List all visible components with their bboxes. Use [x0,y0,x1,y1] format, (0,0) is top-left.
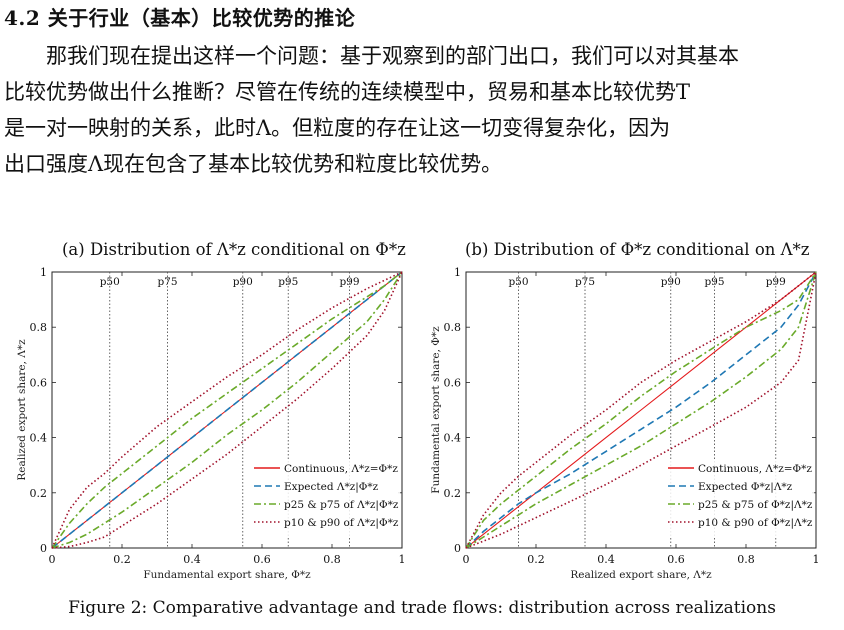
y-tick-label: 0.8 [30,321,48,334]
legend-entry-p10p90: p10 & p90 of Λ*z|Φ*z [284,517,399,530]
percentile-label-p75: p75 [157,276,177,288]
paragraph-line-4-text: 出口强度Λ [4,152,104,176]
y-tick-label: 0 [40,542,47,555]
percentile-label-p99: p99 [339,276,359,288]
y-axis-label: Realized export share, Λ*z [16,339,28,481]
series-p90 [51,271,403,549]
series-p75 [465,271,817,549]
series-expected [465,271,817,549]
y-tick-label: 0 [454,542,461,555]
x-tick-label: 0.2 [527,553,545,566]
y-tick-label: 0.2 [30,487,48,500]
x-tick-label: 0.4 [597,553,615,566]
paragraph-line-3-text: 是一对一映射的关系，此时Λ [4,116,272,140]
figure-caption: Figure 2: Comparative advantage and trad… [68,598,776,618]
section-title: 4.2 关于行业（基本）比较优势的推论 [4,6,356,30]
x-tick-label: 0.2 [113,553,131,566]
y-tick-label: 0.8 [444,321,462,334]
y-tick-label: 0.6 [30,376,48,389]
series-expected [51,271,403,549]
series-p75 [51,271,403,549]
y-tick-label: 1 [454,266,461,279]
x-axis-label: Fundamental export share, Φ*z [143,569,311,581]
series-p25 [51,271,403,549]
paragraph-line-2-text: 比较优势做出什么推断？尽管在传统的连续模型中，贸易和基本比较优势T [4,80,691,104]
paragraph-line-1: 那我们现在提出这样一个问题：基于观察到的部门出口，我们可以对其基本 [46,44,739,68]
x-tick-label: 1 [399,553,406,566]
x-tick-label: 1 [813,553,820,566]
chart-panel-b: p50 p75 p90 p95 p99 00 0.2 0.2 0.4 0.4 0.6 0.6 0.8 0.… [430,266,820,581]
paragraph-line-4-tail: 现在包含了基本比较优势和粒度比较优势。 [103,152,503,176]
percentile-label-p75: p75 [575,276,595,288]
legend-entry-p10p90: p10 & p90 of Φ*z|Λ*z [698,517,813,530]
panel-a-title: (a) Distribution of Λ*z conditional on Φ… [62,240,406,259]
y-axis-label: Fundamental export share, Φ*z [430,326,442,494]
legend-box [250,460,400,538]
legend-entry-p25p75: p25 & p75 of Φ*z|Λ*z [698,499,813,512]
percentile-label-p95: p95 [704,276,724,288]
paragraph: 那我们现在提出这样一个问题：基于观察到的部门出口，我们可以对其基本 比较优势做出… [4,38,840,182]
x-tick-label: 0.8 [737,553,755,566]
y-tick-label: 0.2 [444,487,462,500]
series-continuous [465,271,817,549]
x-tick-label: 0.4 [183,553,201,566]
y-tick-label: 1 [40,266,47,279]
y-tick-label: 0.6 [444,376,462,389]
legend-box [664,460,814,538]
percentile-label-p99: p99 [766,276,786,288]
percentile-label-p95: p95 [278,276,298,288]
x-tick-label: 0 [463,553,470,566]
y-tick-label: 0.4 [444,432,462,445]
paragraph-line-4: 出口强度Λ现在包含了基本比较优势和粒度比较优势。 [4,146,840,182]
paragraph-line-2: 比较优势做出什么推断？尽管在传统的连续模型中，贸易和基本比较优势T [4,74,840,110]
percentile-label-p50: p50 [100,276,120,288]
percentile-label-p90: p90 [233,276,253,288]
legend-entry-continuous: Continuous, Λ*z=Φ*z [284,463,398,475]
percentile-label-p90: p90 [661,276,681,288]
percentile-label-p50: p50 [508,276,528,288]
x-tick-label: 0 [49,553,56,566]
series-p10 [51,271,403,549]
legend-entry-expected: Expected Λ*z|Φ*z [284,481,379,494]
x-tick-label: 0.6 [667,553,685,566]
legend-entry-p25p75: p25 & p75 of Λ*z|Φ*z [284,499,399,512]
x-axis-label: Realized export share, Λ*z [570,569,712,581]
y-tick-label: 0.4 [30,432,48,445]
x-tick-label: 0.6 [253,553,271,566]
panel-b-title: (b) Distribution of Φ*z conditional on Λ… [465,240,810,259]
chart-panel-a: p50 p75 p90 p95 p99 00 0.2 0.2 0.4 0.4 0.6 0.6 0.8 0.… [16,266,406,581]
series-p25 [465,271,817,549]
legend-entry-expected: Expected Φ*z|Λ*z [698,481,793,494]
x-tick-label: 0.8 [323,553,341,566]
paragraph-line-3: 是一对一映射的关系，此时Λ。但粒度的存在让这一切变得复杂化，因为 [4,110,840,146]
series-p10 [465,271,817,549]
legend-entry-continuous: Continuous, Λ*z=Φ*z [698,463,812,475]
paragraph-line-3-tail: 。但粒度的存在让这一切变得复杂化，因为 [271,116,671,140]
